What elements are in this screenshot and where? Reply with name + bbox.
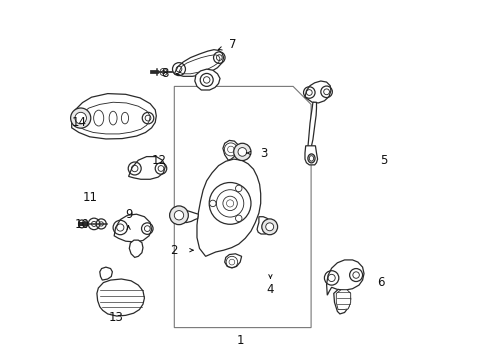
Polygon shape xyxy=(224,254,241,268)
Polygon shape xyxy=(223,140,238,160)
Polygon shape xyxy=(326,260,363,295)
Polygon shape xyxy=(197,159,260,256)
Ellipse shape xyxy=(309,156,313,161)
Polygon shape xyxy=(129,240,142,257)
Polygon shape xyxy=(176,211,198,222)
Circle shape xyxy=(235,185,242,192)
Circle shape xyxy=(209,200,216,207)
Circle shape xyxy=(238,148,246,156)
Circle shape xyxy=(174,211,183,220)
Text: 7: 7 xyxy=(229,39,236,51)
Ellipse shape xyxy=(121,112,128,124)
Circle shape xyxy=(233,143,250,161)
Polygon shape xyxy=(333,289,350,314)
Circle shape xyxy=(261,219,277,235)
Text: 9: 9 xyxy=(124,208,132,221)
Polygon shape xyxy=(128,157,165,179)
Polygon shape xyxy=(72,94,156,139)
Ellipse shape xyxy=(79,220,85,228)
Polygon shape xyxy=(194,69,220,90)
Polygon shape xyxy=(100,267,112,280)
Circle shape xyxy=(169,206,188,225)
Ellipse shape xyxy=(94,110,103,126)
Polygon shape xyxy=(305,146,317,165)
Text: 10: 10 xyxy=(74,219,89,231)
Ellipse shape xyxy=(109,111,117,125)
Text: 1: 1 xyxy=(237,334,244,347)
Text: 13: 13 xyxy=(108,311,123,324)
Polygon shape xyxy=(307,102,316,148)
Circle shape xyxy=(235,215,242,222)
Text: 14: 14 xyxy=(72,116,87,129)
Circle shape xyxy=(265,223,273,231)
Polygon shape xyxy=(336,290,350,310)
Polygon shape xyxy=(114,214,151,242)
Text: 8: 8 xyxy=(161,67,168,80)
Circle shape xyxy=(75,112,86,124)
Circle shape xyxy=(70,108,91,128)
Text: 12: 12 xyxy=(151,154,166,167)
Polygon shape xyxy=(174,50,223,76)
Text: 3: 3 xyxy=(260,147,267,159)
Text: 6: 6 xyxy=(377,276,384,289)
Polygon shape xyxy=(257,217,271,234)
Polygon shape xyxy=(305,81,330,103)
Text: 11: 11 xyxy=(83,191,98,204)
Text: 4: 4 xyxy=(266,283,274,296)
Text: 2: 2 xyxy=(170,244,178,257)
Text: 5: 5 xyxy=(380,154,387,167)
Ellipse shape xyxy=(307,154,314,163)
Polygon shape xyxy=(97,279,144,316)
